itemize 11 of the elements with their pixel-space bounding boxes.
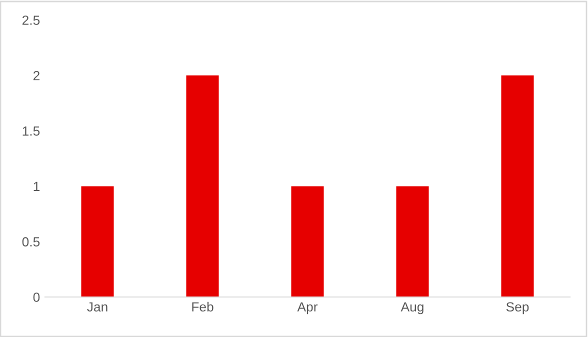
y-tick-label: 0.5 [22, 237, 40, 247]
y-tick-label: 2.5 [22, 16, 40, 25]
y-tick-label: 0 [33, 292, 40, 302]
y-tick-label: 1 [34, 182, 40, 191]
x-tick-label: Feb [192, 302, 214, 312]
x-tick-label: Jan [87, 302, 108, 312]
y-tick-label: 1.5 [22, 126, 40, 136]
x-tick-label: Apr [297, 302, 318, 314]
x-tick-label: Aug [400, 302, 424, 314]
y-tick-label: 2 [33, 70, 40, 80]
x-tick-label: Sep [506, 302, 529, 314]
